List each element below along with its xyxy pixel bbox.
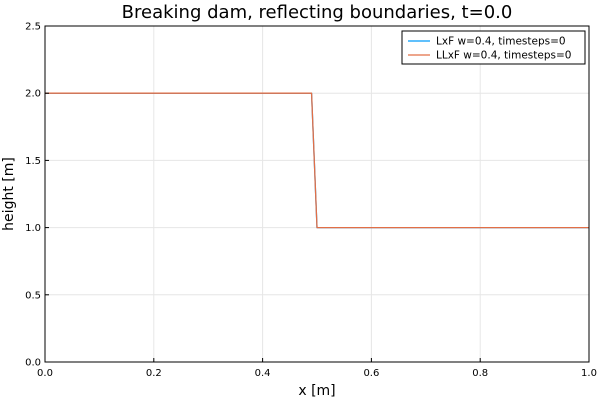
series-layer (45, 92, 589, 229)
legend-label: LLxF w=0.4, timesteps=0 (436, 50, 571, 62)
y-tick-label: 0.5 (25, 290, 41, 301)
x-axis-label: x [m] (298, 383, 335, 399)
x-tick-label: 0.2 (146, 368, 162, 379)
ticks: 0.0 0.2 0.4 0.6 0.8 1.0 0.0 0.5 1.0 1.5 2.0 2.5 (25, 22, 597, 380)
x-tick-label: 1.0 (581, 368, 597, 379)
y-tick-label: 2.0 (25, 89, 41, 100)
x-tick-label: 0.4 (255, 368, 271, 379)
x-tick-label: 0.6 (363, 368, 379, 379)
y-tick-label: 1.0 (25, 223, 41, 234)
y-tick-label: 0.0 (25, 358, 41, 369)
x-tick-label: 0.0 (37, 368, 53, 379)
x-tick-label: 0.8 (472, 368, 488, 379)
y-tick-label: 1.5 (25, 156, 41, 167)
series-line-2 (45, 92, 589, 229)
legend-label: LxF w=0.4, timesteps=0 (436, 36, 566, 48)
legend-box (401, 30, 586, 65)
chart-title: Breaking dam, reflecting boundaries, t=0… (122, 2, 513, 23)
grid (45, 26, 589, 362)
legend: LxF w=0.4, timesteps=0 LLxF w=0.4, timest… (401, 30, 586, 65)
y-axis-label: height [m] (1, 157, 17, 231)
plot-frame (44, 25, 590, 363)
y-tick-label: 2.5 (25, 22, 41, 33)
